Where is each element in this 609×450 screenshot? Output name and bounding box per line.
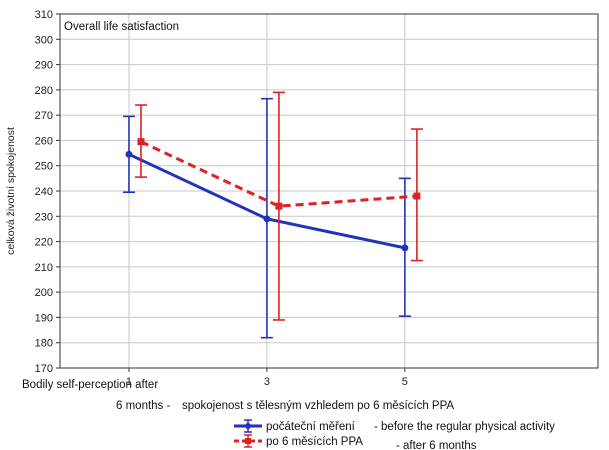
y-tick-label: 200: [35, 287, 53, 299]
legend-suffix-1: - before the regular physical activity: [374, 421, 555, 433]
y-tick-label: 240: [35, 186, 53, 198]
y-axis-ticks: 170 180 190 200 210 220 230 240 250 260 270 280 290 3…: [35, 9, 60, 375]
y-tick-label: 300: [35, 34, 53, 46]
y-tick-label: 290: [35, 60, 53, 72]
y-tick-label: 260: [35, 135, 53, 147]
y-tick-label: 250: [35, 161, 53, 173]
x-tick-label: 5: [402, 376, 408, 388]
y-tick-label: 230: [35, 211, 53, 223]
series-1: [123, 99, 411, 338]
data-point: [137, 138, 144, 145]
legend: počáteční měření - before the regular ph…: [234, 420, 555, 450]
data-point: [125, 151, 132, 158]
legend-marker-2: [234, 435, 262, 447]
chart-title: Overall life satisfaction: [64, 21, 179, 33]
y-tick-label: 280: [35, 85, 53, 97]
grid: [60, 14, 598, 368]
legend-point: [245, 438, 251, 444]
series-2: [135, 92, 423, 320]
legend-suffix-2: - after 6 months: [396, 440, 477, 450]
x-note-line-1: Bodily self-perception after: [22, 379, 158, 391]
data-point: [275, 203, 282, 210]
legend-point: [245, 423, 251, 429]
x-note-line-2: 6 months -: [116, 400, 170, 412]
legend-marker-1: [234, 420, 262, 432]
legend-label-1: počáteční měření: [266, 421, 356, 433]
series: [123, 92, 423, 337]
legend-entry-1: počáteční měření - before the regular ph…: [234, 420, 555, 433]
y-tick-label: 180: [35, 338, 53, 350]
data-point: [413, 193, 420, 200]
y-tick-label: 210: [35, 262, 53, 274]
y-tick-label: 190: [35, 312, 53, 324]
y-axis-label: celková životní spokojenost: [5, 127, 17, 255]
data-point: [401, 244, 408, 251]
y-tick-label: 220: [35, 237, 53, 249]
x-axis-label: spokojenost s tělesným vzhledem po 6 měs…: [182, 400, 454, 412]
x-tick-label: 3: [264, 376, 270, 388]
data-point: [263, 215, 270, 222]
y-tick-label: 270: [35, 110, 53, 122]
y-tick-label: 170: [35, 363, 53, 375]
y-tick-label: 310: [35, 9, 53, 21]
legend-entry-2: po 6 měsících PPA - after 6 months: [234, 435, 477, 450]
legend-label-2: po 6 měsících PPA: [266, 436, 363, 448]
